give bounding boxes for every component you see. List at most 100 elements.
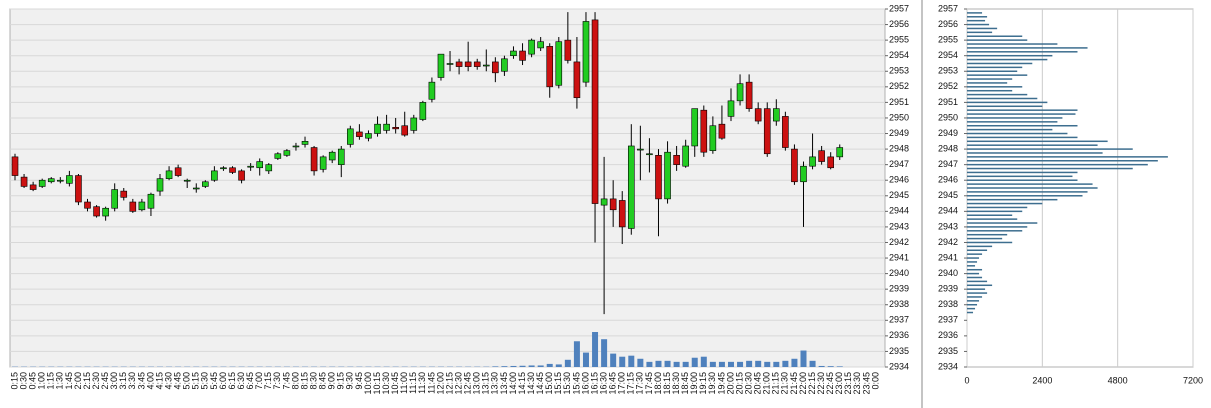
candle-body	[392, 126, 399, 130]
profile-bar	[967, 257, 980, 259]
x-tick-label: 3:30	[127, 372, 137, 390]
candle-body	[800, 165, 807, 183]
x-tick-label: 22:30	[816, 372, 826, 395]
profile-bar	[967, 132, 1068, 135]
x-tick-label: 6:45	[245, 372, 255, 390]
candle-body	[736, 83, 744, 102]
candle-body	[673, 155, 680, 165]
candle-body	[365, 133, 372, 139]
x-tick-label: 20:00	[725, 372, 735, 395]
x-tick-label: 18:45	[680, 372, 690, 395]
y-tick-label: 2941	[938, 252, 958, 262]
volume-bar	[619, 356, 626, 367]
profile-bar	[967, 175, 1073, 178]
candle-body	[211, 170, 218, 181]
x-tick-label: 19:45	[716, 372, 726, 395]
candle-body	[138, 201, 146, 211]
candle-body	[356, 131, 363, 137]
candle-body	[501, 58, 508, 72]
x-tick-label: 3:00	[109, 372, 119, 390]
candle-body	[591, 19, 599, 204]
x-tick-label: 0:15	[9, 372, 19, 390]
y-tick-label: 2941	[889, 252, 909, 262]
profile-bar	[967, 124, 1078, 127]
candle-body	[38, 179, 46, 187]
y-tick-label: 2936	[938, 330, 958, 340]
candle-body	[337, 148, 345, 165]
candle-body	[727, 100, 735, 117]
y-tick-label: 2955	[938, 35, 958, 45]
x-tick-label: 10:45	[390, 372, 400, 395]
profile-bar	[967, 113, 1076, 115]
profile-bar	[967, 253, 983, 255]
candle-body	[609, 198, 617, 211]
profile-bar	[967, 210, 1023, 213]
profile-bar	[967, 187, 1098, 189]
candle-body	[519, 50, 526, 61]
candle-body	[827, 156, 834, 169]
candle-body	[537, 41, 544, 49]
x-tick-label: 13:45	[499, 372, 509, 395]
profile-bar	[967, 51, 1078, 53]
volume-bar	[737, 361, 744, 367]
profile-bar	[967, 292, 988, 294]
profile-bar	[967, 183, 1093, 185]
profile-bar	[967, 171, 1078, 174]
candle-body	[283, 150, 291, 156]
profile-bar	[967, 272, 980, 275]
x-tick-label: 8:30	[308, 372, 318, 390]
profile-bar	[967, 284, 993, 287]
x-tick-label: 8:00	[290, 372, 300, 390]
volume-bar	[836, 366, 843, 367]
profile-bar	[967, 27, 998, 30]
x-tick-label: 20:45	[753, 372, 763, 395]
y-tick-label: 2938	[889, 299, 909, 309]
candle-body	[310, 147, 318, 172]
x-tick-label: 7200	[1183, 375, 1203, 385]
y-tick-label: 2944	[889, 206, 909, 216]
x-tick-label: 21:45	[789, 372, 799, 395]
candle-body	[655, 155, 662, 200]
volume-bar	[555, 364, 562, 367]
profile-bar	[967, 12, 983, 14]
profile-bar	[967, 66, 1023, 69]
candle-body	[791, 148, 798, 183]
volume-bar	[519, 365, 526, 367]
profile-bar	[967, 70, 1018, 73]
x-tick-label: 15:00	[544, 372, 554, 395]
candle-body	[773, 108, 780, 122]
candle-body	[528, 39, 535, 55]
y-tick-label: 2954	[938, 50, 958, 60]
profile-bar	[967, 16, 988, 18]
y-tick-label: 2940	[938, 268, 958, 278]
x-tick-label: 5:45	[209, 372, 219, 390]
y-tick-label: 2934	[938, 361, 958, 371]
volume-bar	[700, 356, 707, 367]
candle-body	[455, 61, 463, 67]
x-tick-label: 11:30	[417, 372, 427, 394]
volume-bar	[782, 360, 789, 367]
profile-bar	[967, 156, 1168, 158]
profile-bar	[967, 31, 993, 34]
profile-bar	[967, 198, 1058, 201]
profile-bar	[967, 78, 1013, 80]
y-tick-label: 2956	[938, 19, 958, 29]
candle-body	[57, 179, 64, 182]
candle-body	[183, 179, 191, 182]
x-tick-label: 16:45	[608, 372, 618, 395]
x-tick-label: 23:45	[861, 372, 871, 395]
y-tick-label: 2952	[889, 81, 909, 91]
profile-bar	[967, 62, 1033, 65]
x-tick-label: 22:00	[798, 372, 808, 395]
volume-bar	[673, 361, 680, 367]
y-tick-label: 2957	[938, 3, 958, 13]
volume-bar	[809, 360, 816, 367]
candle-body	[664, 151, 671, 200]
volume-bar	[800, 350, 807, 367]
candle-body	[836, 147, 844, 158]
x-tick-label: 9:00	[327, 372, 337, 390]
profile-bar	[967, 261, 978, 263]
candle-body	[510, 50, 517, 56]
profile-bar	[967, 249, 988, 252]
y-tick-label: 2949	[889, 128, 909, 138]
